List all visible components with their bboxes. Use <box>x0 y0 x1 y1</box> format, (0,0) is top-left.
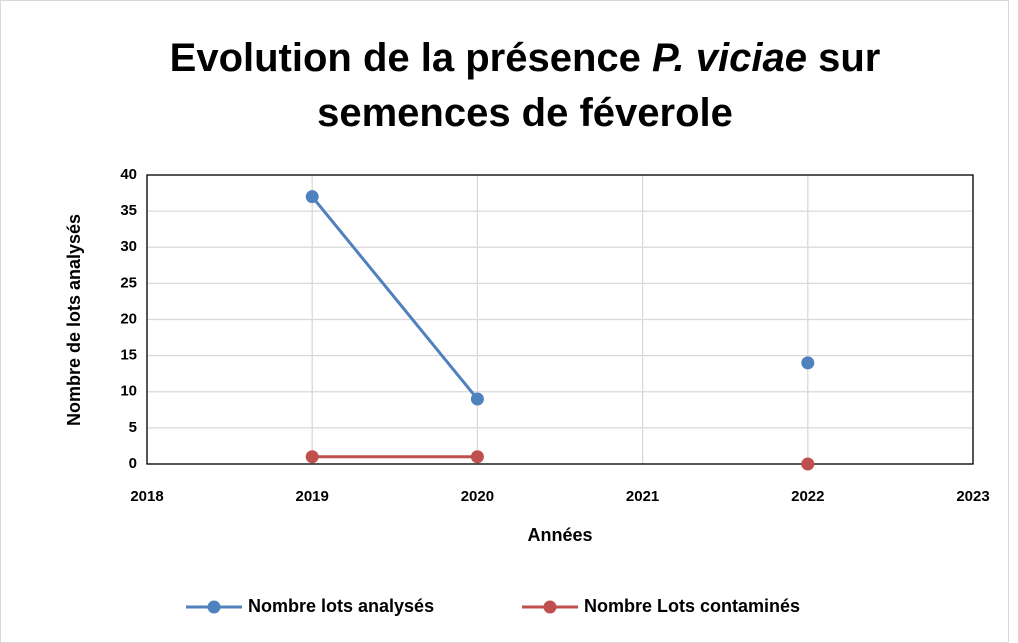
title-part: semences de féverole <box>317 91 733 135</box>
y-tick-label: 30 <box>120 238 137 255</box>
y-tick-label: 10 <box>120 383 137 400</box>
y-tick-label: 15 <box>120 347 137 364</box>
x-tick-label: 2021 <box>626 488 659 505</box>
chart-title: Evolution de la présence P. viciae sur se… <box>170 36 881 135</box>
data-point <box>305 190 319 204</box>
plot-frame <box>146 174 974 465</box>
x-tick-label: 2020 <box>461 488 494 505</box>
data-point <box>801 457 815 471</box>
y-axis-label: Nombre de lots analysés <box>64 214 84 426</box>
x-tick-label: 2018 <box>130 488 163 505</box>
legend-marker <box>543 600 557 614</box>
legend-label: Nombre Lots contaminés <box>584 596 800 616</box>
title-part: P. viciae <box>652 36 807 80</box>
data-point <box>470 392 484 406</box>
data-point <box>801 356 815 370</box>
title-part: Evolution de la présence <box>170 36 652 80</box>
title-part: sur <box>807 36 880 80</box>
y-tick-label: 0 <box>129 455 137 472</box>
x-tick-label: 2023 <box>956 488 989 505</box>
x-tick-label: 2019 <box>296 488 329 505</box>
y-tick-label: 40 <box>120 166 137 183</box>
y-tick-label: 5 <box>129 419 137 436</box>
y-tick-label: 20 <box>120 310 137 327</box>
y-tick-label: 25 <box>120 274 137 291</box>
legend-label: Nombre lots analysés <box>248 596 434 616</box>
data-point <box>470 450 484 464</box>
data-point <box>305 450 319 464</box>
y-tick-label: 35 <box>120 202 137 219</box>
x-axis-label: Années <box>527 525 592 545</box>
x-tick-label: 2022 <box>791 488 824 505</box>
legend-marker <box>207 600 221 614</box>
